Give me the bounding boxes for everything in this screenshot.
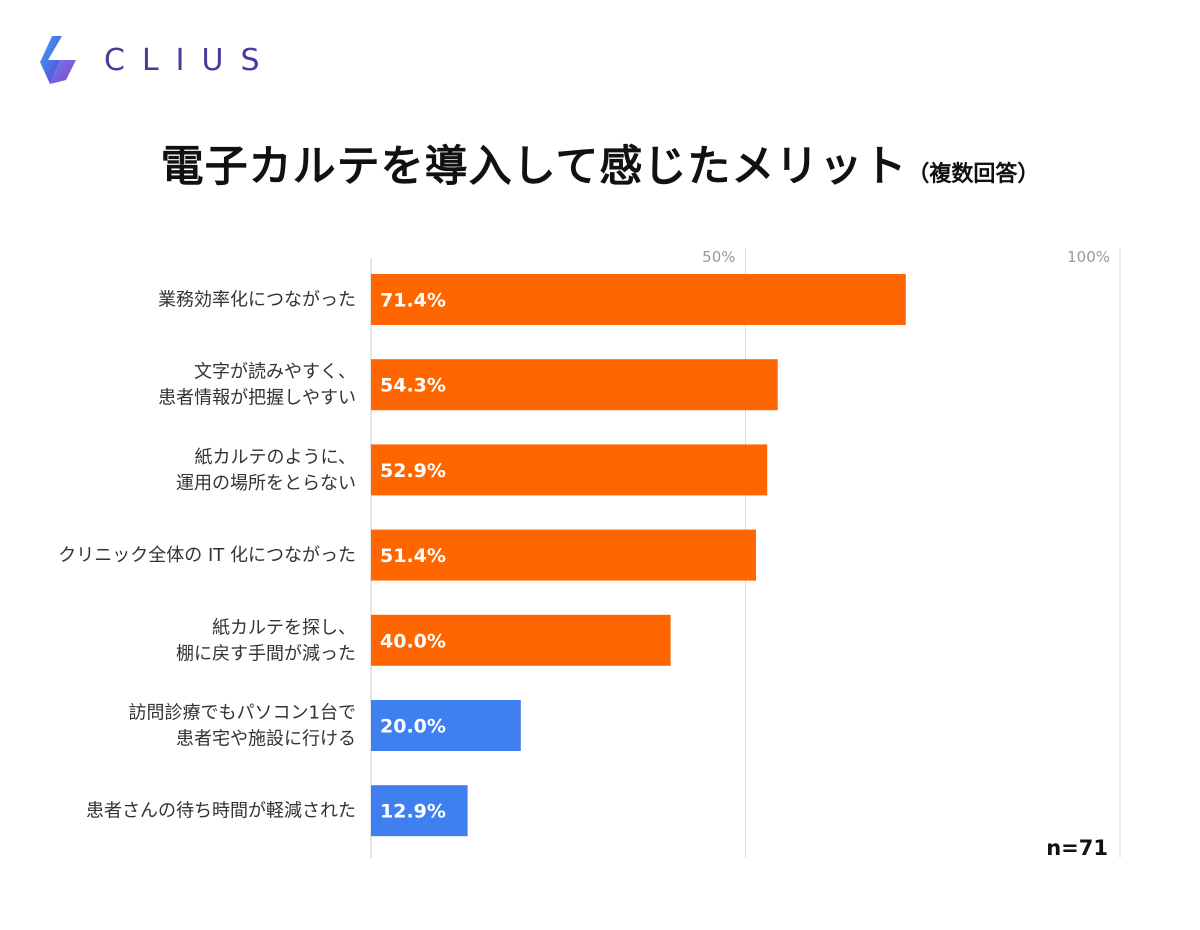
bar-6	[371, 785, 468, 837]
category-label-1: 文字が読みやすく、患者情報が把握しやすい	[158, 362, 356, 409]
category-label-4: 紙カルテを探し、棚に戻す手間が減った	[176, 617, 356, 664]
bar-5	[371, 700, 521, 751]
tick-label-100: 100%	[1067, 248, 1110, 266]
category-label-line: クリニック全体の IT 化につながった	[58, 545, 356, 566]
category-label-line: 業務効率化につながった	[158, 290, 356, 311]
value-label-5: 20.0%	[380, 716, 446, 738]
category-label-line: 棚に戻す手間が減った	[176, 643, 356, 664]
bar-0	[371, 274, 906, 325]
chart-title-main: 電子カルテを導入して感じたメリット	[160, 142, 908, 192]
bar-1	[371, 359, 778, 411]
category-label-line: 訪問診療でもパソコン1台で	[129, 703, 356, 724]
category-label-2: 紙カルテのように、運用の場所をとらない	[176, 447, 356, 494]
category-label-line: 運用の場所をとらない	[176, 473, 356, 494]
category-label-6: 患者さんの待ち時間が軽減された	[86, 801, 356, 822]
brand-logo: CLIUS	[38, 34, 277, 86]
category-label-line: 患者さんの待ち時間が軽減された	[86, 801, 356, 822]
bar-4	[371, 614, 671, 666]
chart-title: 電子カルテを導入して感じたメリット（複数回答）	[0, 132, 1200, 194]
value-label-1: 54.3%	[380, 375, 446, 397]
bar-3	[371, 529, 756, 581]
category-label-line: 紙カルテのように、	[195, 447, 356, 468]
value-label-0: 71.4%	[380, 290, 446, 312]
sample-size-label: n=71	[1046, 836, 1108, 860]
category-label-line: 紙カルテを探し、	[212, 617, 356, 638]
value-label-3: 51.4%	[380, 545, 446, 567]
value-label-6: 12.9%	[380, 801, 446, 823]
category-label-5: 訪問診療でもパソコン1台で患者宅や施設に行ける	[129, 703, 356, 750]
value-label-2: 52.9%	[380, 460, 446, 482]
brand-name: CLIUS	[104, 42, 277, 78]
category-label-3: クリニック全体の IT 化につながった	[58, 545, 356, 566]
tick-label-50: 50%	[702, 248, 735, 266]
category-label-line: 患者情報が把握しやすい	[158, 388, 356, 409]
clius-logo-icon	[40, 36, 76, 84]
chart-title-suffix: （複数回答）	[907, 162, 1040, 187]
category-label-line: 患者宅や施設に行ける	[176, 729, 356, 750]
value-label-4: 40.0%	[380, 630, 446, 652]
bar-2	[371, 444, 768, 496]
category-label-line: 文字が読みやすく、	[194, 362, 356, 383]
category-label-0: 業務効率化につながった	[158, 290, 356, 311]
